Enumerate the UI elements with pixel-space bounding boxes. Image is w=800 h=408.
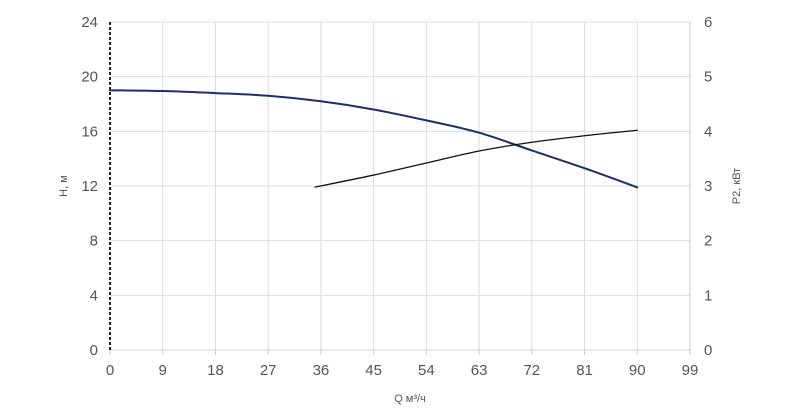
y-left-tick-label: 20 xyxy=(81,69,98,86)
y-left-tick-label: 4 xyxy=(90,287,98,304)
y-axis-label-left: H, м xyxy=(58,175,70,197)
x-tick-label: 63 xyxy=(471,362,488,379)
x-tick-label: 18 xyxy=(207,362,224,379)
y-right-tick-label: 6 xyxy=(704,14,712,31)
y-right-tick-label: 4 xyxy=(704,123,712,140)
power-curve-line xyxy=(314,129,638,188)
y-left-tick-label: 24 xyxy=(81,14,98,31)
x-tick-label: 54 xyxy=(418,362,435,379)
series xyxy=(109,89,639,189)
y-axis-label-right: P2, кВт xyxy=(731,168,743,204)
grid xyxy=(110,21,691,350)
y-right-tick-label: 0 xyxy=(704,342,712,359)
head-curve-line xyxy=(109,89,639,189)
y-left-tick-label: 16 xyxy=(81,123,98,140)
x-axis-label: Q м³/ч xyxy=(394,393,426,405)
y-left-tick-label: 12 xyxy=(81,178,98,195)
x-tick-label: 0 xyxy=(106,362,114,379)
y-right-tick-label: 5 xyxy=(704,69,712,86)
x-tick-label: 90 xyxy=(629,362,646,379)
y-right-tick-label: 2 xyxy=(704,233,712,250)
y-right-tick-label: 3 xyxy=(704,178,712,195)
x-tick-label: 72 xyxy=(523,362,540,379)
x-tick-label: 9 xyxy=(159,362,167,379)
x-tick-label: 45 xyxy=(365,362,382,379)
x-tick-label: 36 xyxy=(313,362,330,379)
axes xyxy=(109,22,691,355)
x-tick-label: 81 xyxy=(576,362,593,379)
x-tick-label: 99 xyxy=(682,362,699,379)
y-left-tick-label: 8 xyxy=(90,233,98,250)
x-tick-label: 27 xyxy=(260,362,277,379)
y-right-tick-label: 1 xyxy=(704,287,712,304)
y-left-tick-label: 0 xyxy=(90,342,98,359)
